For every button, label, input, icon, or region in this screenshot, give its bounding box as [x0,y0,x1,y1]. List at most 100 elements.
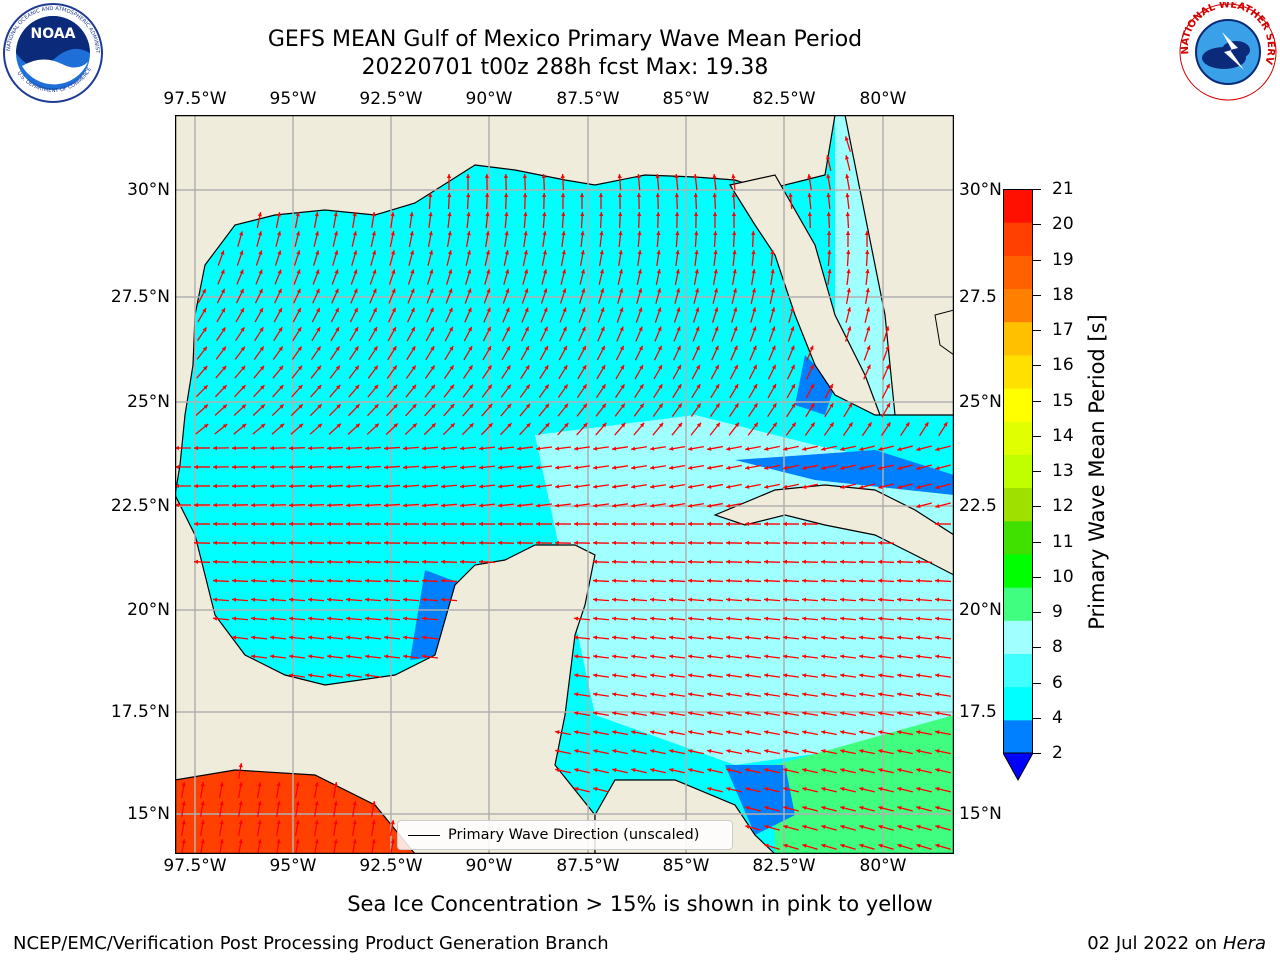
wave-arrowhead [277,269,282,275]
wave-arrowhead [707,559,712,564]
wave-arrowhead [650,749,655,754]
lat-tick-right: 17.5 [959,702,997,722]
wave-arrowhead [617,193,623,197]
wave-arrowhead [859,484,864,490]
wave-arrowhead [840,692,845,697]
wave-arrowhead [726,521,730,527]
wave-arrowhead [859,465,864,471]
wave-arrowhead [221,327,226,332]
wave-arrowhead [422,654,427,659]
wave-arrowhead [764,635,769,640]
wave-arrowhead [365,559,370,564]
wave-arrowhead [935,843,940,848]
wave-arrowhead [279,423,285,429]
wave-arrowhead [657,345,662,351]
wave-arrowhead [333,212,338,217]
wave-arrowhead [257,820,262,825]
wave-arrowhead [403,559,408,564]
colorbar-segment [1003,421,1033,455]
wave-arrowhead [317,385,322,390]
wave-arrowhead [601,403,606,409]
wave-arrowhead [372,250,377,255]
wave-arrowhead [485,250,491,255]
wave-arrowhead [631,597,636,602]
wave-arrowhead [859,692,864,697]
wave-arrowhead [676,307,681,312]
wave-arrowhead [878,635,883,640]
wave-arrowhead [612,559,617,564]
wave-arrowhead [734,384,739,389]
colorbar-tick-mark [1033,612,1041,613]
wave-arrowhead [314,231,320,236]
wave-arrowhead [213,521,217,527]
wave-arrowhead [346,635,351,640]
wave-arrowhead [688,559,693,564]
colorbar-tick: 13 [1052,461,1074,481]
wave-arrowhead [612,692,617,697]
land-mexico [175,494,596,854]
wave-arrowhead [726,673,731,678]
wave-arrowhead [574,786,579,792]
wave-arrowhead [790,364,795,370]
wave-arrowhead [840,843,845,848]
wave-arrowhead [878,578,883,583]
wave-arrowhead [846,269,851,274]
wave-arrowhead [612,749,617,754]
wave-arrowhead [479,446,484,451]
wave-arrowhead [707,635,712,640]
wave-arrowhead [650,446,655,451]
wave-arrowhead [772,384,776,389]
wave-arrowhead [639,365,643,370]
wave-arrowhead [821,635,826,640]
wave-arrowhead [314,782,319,787]
wave-arrowhead [181,801,186,806]
wave-arrowhead [599,269,605,274]
wave-arrowhead [764,749,769,754]
wave-arrowhead [479,484,484,489]
wave-arrowhead [485,231,490,236]
wave-arrowhead [935,692,940,697]
wave-arrowhead [612,465,617,470]
wave-arrowhead [384,503,389,508]
wave-arrowhead [878,786,883,792]
wave-arrowhead [656,231,661,236]
wave-arrowhead [694,288,700,293]
wave-arrowhead [522,193,528,198]
wave-arrowhead [916,654,921,659]
wave-arrowhead [582,403,587,409]
wave-arrowhead [821,540,826,546]
wave-arrowhead [352,801,357,806]
wave-arrowhead [726,559,731,564]
footer-date-text: 02 Jul 2022 on [1087,933,1223,954]
wave-arrowhead [297,307,301,313]
lon-tick-top: 95°W [269,89,317,109]
wave-arrowhead [878,711,883,716]
wave-arrowhead [935,786,940,792]
wave-arrowhead [308,503,313,508]
wave-arrowhead [365,465,370,470]
wave-arrowhead [734,422,739,428]
wave-arrowhead [859,786,864,792]
wave-arrowhead [764,767,769,773]
colorbar-tick-mark [1033,471,1041,472]
wave-arrowhead [771,307,776,312]
wave-arrowhead [289,465,294,470]
wave-arrowhead [251,578,256,583]
wave-arrowhead [392,365,397,371]
wave-arrowhead [733,307,738,312]
wave-arrowhead [506,384,511,390]
wave-arrowhead [373,365,378,371]
wave-arrowhead [935,767,940,773]
colorbar-tick: 15 [1052,390,1074,411]
lat-tick-right: 25°N [959,392,1002,412]
wave-arrowhead [732,269,737,274]
wave-arrowhead [563,365,568,370]
wave-arrowhead [276,820,281,825]
wave-arrowhead [655,174,660,179]
wave-arrowhead [631,578,636,583]
wave-arrowhead [639,384,644,389]
wave-arrowhead [650,578,655,583]
wave-arrowhead [840,805,845,811]
wave-arrowhead [308,654,313,659]
wave-arrowhead [707,521,711,527]
